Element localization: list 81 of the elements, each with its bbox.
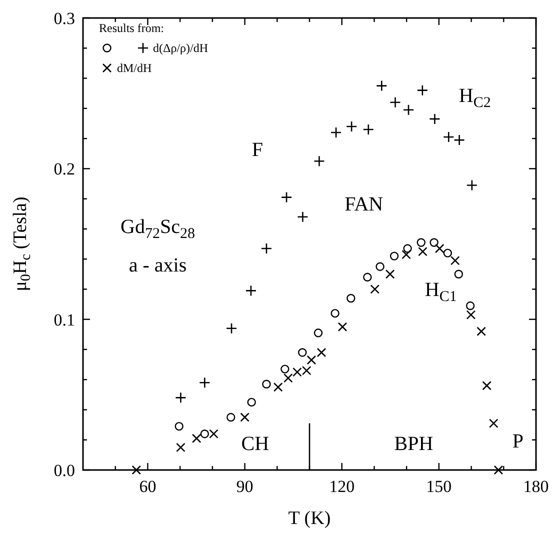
- point: [416, 238, 426, 247]
- point: [330, 308, 340, 318]
- point: [476, 326, 486, 336]
- point: [200, 429, 210, 438]
- annotation: P: [512, 430, 524, 453]
- annotation: H$_{C1}$: [424, 279, 457, 305]
- point: [442, 131, 454, 143]
- point: [306, 355, 316, 365]
- point: [362, 124, 374, 136]
- point: [226, 412, 236, 422]
- point: [346, 120, 358, 132]
- point: [376, 80, 388, 92]
- point: [262, 380, 271, 388]
- legend-label: dM/dH: [117, 61, 152, 75]
- point: [370, 284, 380, 294]
- point: [175, 392, 186, 404]
- point: [132, 465, 142, 475]
- annotation: CH: [241, 432, 270, 455]
- annotation: H$_{C2}$: [458, 84, 491, 110]
- point: [260, 242, 272, 254]
- annotation: BPH: [394, 432, 434, 455]
- y-tick-label: 0.2: [54, 160, 75, 179]
- point: [494, 465, 504, 475]
- point: [273, 382, 283, 392]
- point: [240, 412, 250, 422]
- point: [298, 348, 307, 357]
- point: [297, 211, 308, 223]
- point: [402, 104, 414, 116]
- point: [245, 285, 257, 296]
- point: [418, 246, 428, 256]
- point: [283, 373, 293, 383]
- point: [390, 252, 399, 260]
- point: [209, 429, 218, 438]
- point: [450, 256, 460, 266]
- point: [443, 248, 452, 258]
- annotation: Gd$_{72}$Sc$_{28}$: [120, 216, 195, 242]
- legend-title: Results from:: [99, 21, 164, 35]
- legend-label: d(Δρ/ρ)/dH: [153, 41, 208, 55]
- point: [192, 434, 202, 444]
- point: [429, 113, 440, 125]
- point: [280, 192, 292, 203]
- point: [482, 380, 492, 390]
- point: [174, 422, 184, 431]
- x-tick-label: 180: [523, 477, 549, 496]
- point: [390, 96, 401, 108]
- point: [247, 398, 256, 407]
- point: [226, 322, 238, 334]
- point: [403, 244, 412, 253]
- point: [385, 269, 395, 279]
- annotation: F: [252, 139, 263, 162]
- point: [363, 272, 372, 282]
- point: [466, 180, 478, 191]
- y-tick-label: 0.0: [54, 460, 75, 480]
- x-tick-label: 60: [139, 477, 156, 496]
- point: [454, 134, 465, 146]
- point: [338, 322, 348, 332]
- x-tick-label: 120: [329, 477, 355, 496]
- y-tick-label: 0.3: [54, 8, 75, 28]
- point: [314, 155, 325, 167]
- point: [402, 250, 411, 260]
- point: [316, 348, 326, 358]
- x-tick-label: 90: [236, 477, 254, 496]
- point: [430, 238, 438, 247]
- point: [416, 84, 428, 96]
- point: [314, 328, 323, 338]
- point: [466, 310, 476, 320]
- point: [280, 364, 290, 374]
- annotation: a - axis: [128, 254, 187, 276]
- y-tick-label: 0.1: [54, 310, 75, 330]
- point: [376, 262, 384, 271]
- point: [466, 301, 475, 310]
- annotation: FAN: [344, 193, 384, 216]
- point: [176, 442, 186, 452]
- point: [454, 270, 464, 278]
- x-tick-label: 150: [426, 477, 452, 496]
- point: [434, 244, 444, 254]
- point: [199, 376, 210, 388]
- point: [346, 294, 356, 303]
- point: [488, 418, 498, 428]
- point: [330, 126, 342, 138]
- x-axis-title: T (K): [288, 508, 331, 529]
